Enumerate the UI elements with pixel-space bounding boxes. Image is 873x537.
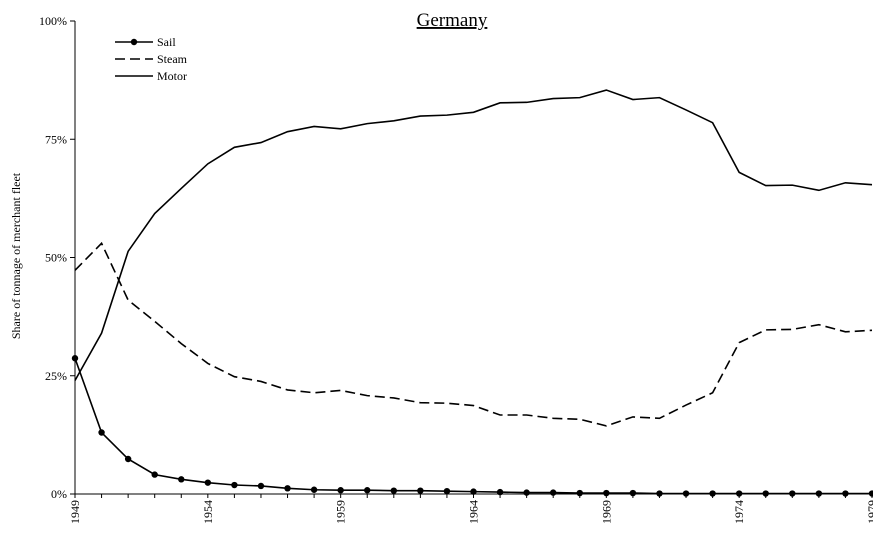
- data-point-sail: [789, 490, 796, 497]
- data-point-sail: [815, 490, 823, 497]
- data-point-sail: [603, 489, 610, 497]
- data-point-sail: [470, 488, 477, 495]
- data-point-sail: [257, 482, 265, 490]
- x-tick-label: 1959: [334, 500, 348, 524]
- series-line-sail: [74, 357, 872, 495]
- series-line-steam: [74, 241, 873, 427]
- legend-marker-sail: [130, 38, 138, 46]
- data-point-sail: [709, 490, 716, 497]
- y-tick-label: 0%: [51, 487, 67, 501]
- y-tick-label: 25%: [45, 369, 67, 383]
- data-point-sail: [71, 355, 79, 362]
- legend-label-sail: Sail: [157, 35, 176, 49]
- legend-label-steam: Steam: [157, 52, 188, 66]
- plot-area: [71, 89, 873, 497]
- y-axis-label: Share of tonnage of merchant fleet: [9, 172, 23, 339]
- data-point-sail: [496, 488, 504, 496]
- data-point-sail: [124, 455, 132, 463]
- data-point-sail: [204, 479, 212, 486]
- data-point-sail: [178, 476, 185, 483]
- chart-title: Germany: [417, 10, 488, 31]
- data-point-sail: [231, 481, 238, 489]
- data-point-sail: [443, 487, 451, 495]
- data-point-sail: [682, 490, 690, 497]
- data-point-sail: [735, 490, 743, 497]
- x-tick-label: 1974: [732, 500, 746, 524]
- x-tick-label: 1949: [68, 500, 82, 524]
- x-tick-label: 1969: [599, 500, 613, 524]
- data-point-sail: [868, 490, 873, 497]
- x-tick-label: 1964: [467, 500, 481, 524]
- data-point-sail: [364, 487, 371, 494]
- data-point-sail: [417, 487, 424, 494]
- y-tick-label: 100%: [39, 14, 67, 28]
- y-tick-label: 50%: [45, 251, 67, 265]
- data-point-sail: [629, 489, 637, 497]
- data-point-sail: [523, 489, 530, 496]
- legend: Sail Steam Motor: [115, 35, 188, 83]
- data-point-sail: [337, 487, 344, 494]
- data-point-sail: [656, 490, 663, 497]
- data-point-sail: [550, 489, 557, 496]
- x-tick-label: 1954: [201, 500, 215, 524]
- data-point-sail: [390, 487, 397, 494]
- data-point-sail: [98, 429, 105, 436]
- data-point-sail: [842, 490, 849, 497]
- series-line-motor: [74, 89, 873, 381]
- data-point-sail: [284, 485, 291, 492]
- x-tick-label: 1979: [865, 500, 873, 524]
- data-point-sail: [762, 490, 769, 497]
- axes: 0% 25% 50% 75% 100% 1949 1954 1959 1964 1969 1974 1…: [39, 14, 873, 524]
- data-point-sail: [576, 489, 583, 497]
- data-point-sail: [310, 486, 318, 493]
- data-point-sail: [151, 471, 158, 478]
- y-tick-label: 75%: [45, 132, 67, 146]
- legend-label-motor: Motor: [157, 69, 187, 83]
